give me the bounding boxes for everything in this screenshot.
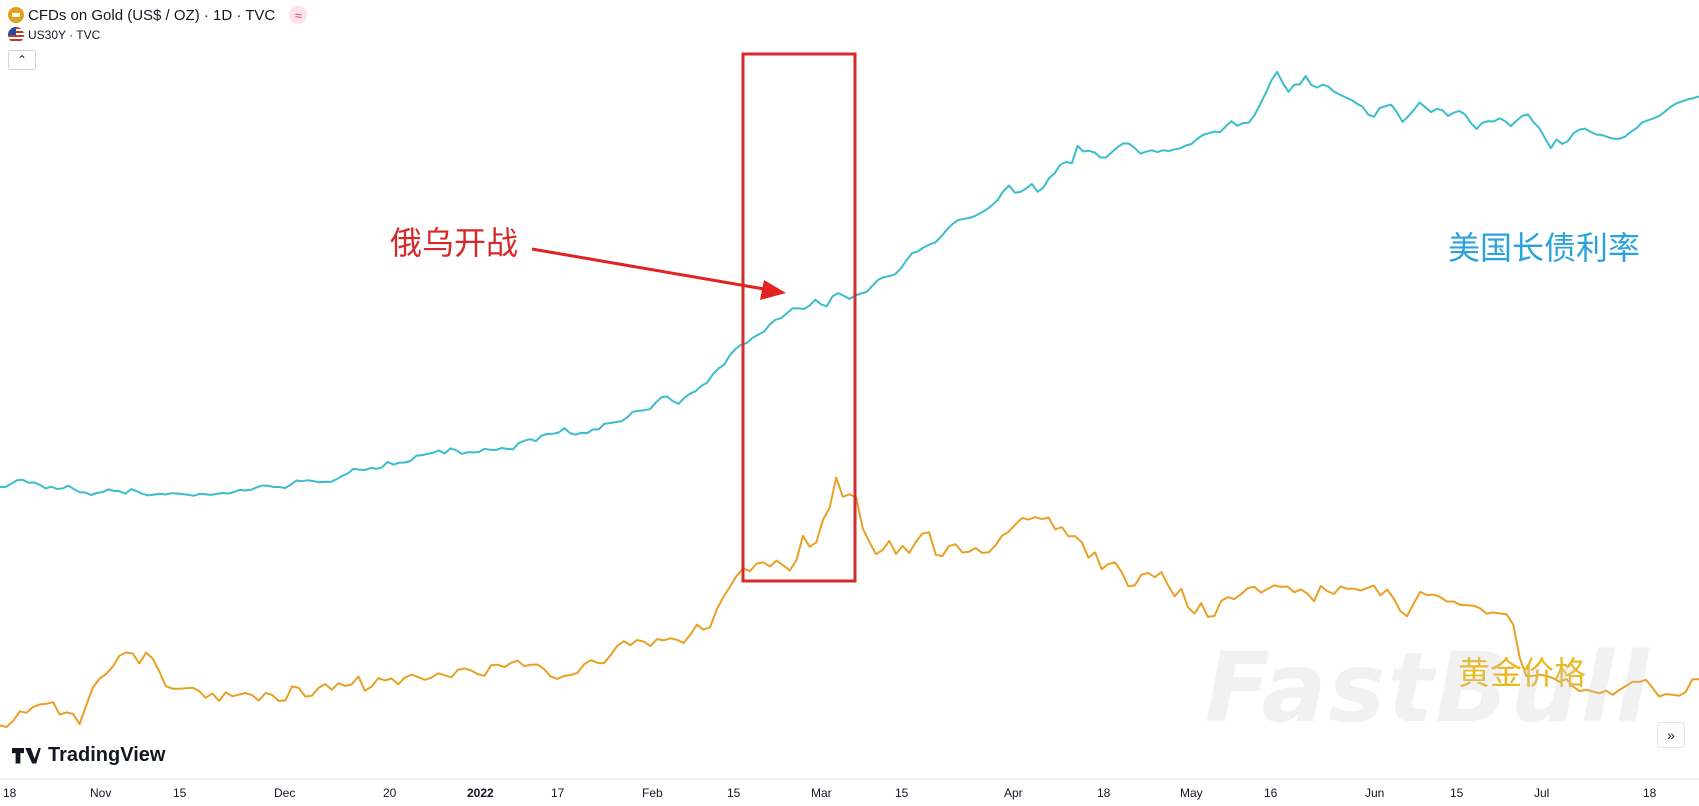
x-tick-label: 18 [1097, 786, 1111, 800]
x-axis: 18 Nov 15 Dec 20 2022 17 Feb 15 Mar 15 Apr 18 May 16 Ju… [3, 786, 1657, 800]
war-arrow [531, 247, 786, 300]
x-tick-label: 15 [727, 786, 741, 800]
x-tick-label: 18 [3, 786, 17, 800]
main-symbol-title[interactable]: CFDs on Gold (US$ / OZ) · 1D · TVC [28, 6, 276, 24]
legend-sub-row[interactable]: US30Y · TVC [8, 26, 307, 44]
tradingview-logo-text: TradingView [48, 744, 166, 766]
x-tick-label: Feb [642, 786, 663, 800]
war-label: 俄乌开战 [390, 224, 518, 262]
scroll-to-realtime-button[interactable]: » [1657, 722, 1685, 748]
bond-series-line [0, 70, 1699, 497]
x-tick-label: Dec [274, 786, 295, 800]
sub-symbol-title[interactable]: US30Y · TVC [28, 28, 101, 42]
x-tick-label: Jun [1365, 786, 1384, 800]
x-tick-label: Nov [90, 786, 111, 800]
war-arrow-head [760, 280, 786, 300]
x-tick-label: Mar [811, 786, 832, 800]
x-tick-label: 20 [383, 786, 397, 800]
x-tick-label: 18 [1643, 786, 1657, 800]
gold-series-label: 黄金价格 [1458, 654, 1586, 692]
gold-series-line [0, 476, 1699, 728]
gold-symbol-icon [8, 7, 24, 23]
x-tick-label: 15 [1450, 786, 1464, 800]
double-chevron-right-icon: » [1667, 727, 1675, 743]
legend: CFDs on Gold (US$ / OZ) · 1D · TVC ≈ US3… [8, 4, 308, 44]
x-tick-label: 17 [551, 786, 565, 800]
tradingview-logo[interactable]: TradingView [12, 744, 165, 767]
x-tick-label: Apr [1004, 786, 1023, 800]
x-tick-label: 2022 [467, 786, 494, 800]
war-arrow-line [531, 247, 771, 292]
collapse-legend-button[interactable]: ⌃ [8, 50, 36, 70]
x-tick-label: 15 [895, 786, 909, 800]
legend-main-row[interactable]: CFDs on Gold (US$ / OZ) · 1D · TVC ≈ [8, 4, 308, 26]
watermark: FastBull [1205, 632, 1651, 744]
series-layer [0, 70, 1699, 728]
tradingview-mark-icon [12, 748, 42, 764]
x-tick-label: May [1180, 786, 1203, 800]
x-tick-label: 16 [1264, 786, 1278, 800]
x-tick-label: 15 [173, 786, 187, 800]
chevron-up-icon: ⌃ [16, 53, 28, 67]
war-period-box [741, 52, 857, 583]
us-flag-icon [8, 27, 24, 43]
bond-series-label: 美国长债利率 [1448, 229, 1640, 267]
wave-icon[interactable]: ≈ [289, 6, 308, 24]
x-tick-label: Jul [1534, 786, 1549, 800]
